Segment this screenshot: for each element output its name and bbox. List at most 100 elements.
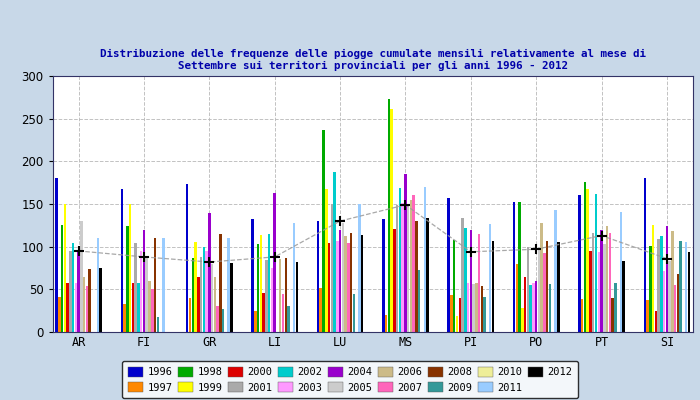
Bar — [214, 276, 216, 332]
Bar — [202, 247, 205, 332]
Bar — [608, 233, 611, 332]
Bar — [603, 244, 606, 332]
Bar — [83, 276, 85, 332]
Bar — [529, 285, 532, 332]
Bar — [538, 249, 540, 332]
Bar — [132, 283, 134, 332]
Bar — [216, 306, 219, 332]
Bar — [99, 268, 102, 332]
Bar — [614, 283, 617, 332]
Bar — [663, 272, 666, 332]
Bar — [151, 289, 153, 332]
Bar — [677, 274, 679, 332]
Bar — [620, 212, 622, 332]
Bar — [126, 226, 129, 332]
Bar — [532, 283, 535, 332]
Bar — [464, 228, 466, 332]
Bar — [453, 240, 456, 332]
Bar — [55, 178, 58, 332]
Bar — [458, 298, 461, 332]
Bar — [518, 202, 521, 332]
Bar — [251, 218, 254, 332]
Bar — [391, 109, 393, 332]
Bar — [680, 241, 682, 332]
Bar — [287, 306, 290, 332]
Bar — [205, 251, 208, 332]
Bar — [601, 230, 603, 332]
Bar — [72, 243, 74, 332]
Bar — [516, 264, 518, 332]
Bar — [284, 258, 287, 332]
Bar — [358, 204, 361, 332]
Bar — [58, 297, 60, 332]
Bar — [330, 204, 333, 332]
Bar — [316, 221, 319, 332]
Bar — [584, 182, 586, 332]
Bar — [274, 193, 276, 332]
Bar — [265, 260, 267, 332]
Bar — [549, 284, 551, 332]
Bar — [208, 212, 211, 332]
Bar — [350, 233, 352, 332]
Bar — [470, 230, 472, 332]
Bar — [154, 238, 156, 332]
Bar — [143, 230, 145, 332]
Bar — [418, 270, 421, 332]
Bar — [554, 210, 556, 332]
Bar — [162, 238, 164, 332]
Bar — [319, 288, 322, 332]
Bar — [513, 202, 515, 332]
Bar — [257, 244, 260, 332]
Bar — [325, 189, 328, 332]
Bar — [526, 247, 529, 332]
Bar — [148, 281, 150, 332]
Bar — [228, 238, 230, 332]
Bar — [342, 223, 344, 332]
Bar — [666, 226, 668, 332]
Bar — [382, 218, 384, 332]
Bar — [404, 174, 407, 332]
Bar — [450, 295, 453, 332]
Bar — [649, 246, 652, 332]
Bar — [473, 284, 475, 332]
Bar — [489, 224, 491, 332]
Bar — [85, 286, 88, 332]
Bar — [137, 283, 140, 332]
Bar — [347, 243, 349, 332]
Bar — [484, 297, 486, 332]
Bar — [611, 298, 614, 332]
Bar — [260, 235, 262, 332]
Bar — [543, 253, 546, 332]
Bar — [293, 223, 295, 332]
Bar — [388, 99, 390, 332]
Bar — [393, 229, 395, 332]
Bar — [685, 242, 687, 332]
Bar — [521, 308, 524, 332]
Bar — [328, 243, 330, 332]
Bar — [271, 268, 273, 332]
Bar — [197, 276, 199, 332]
Bar — [78, 252, 80, 332]
Bar — [157, 317, 159, 332]
Bar — [134, 243, 137, 332]
Bar — [120, 190, 123, 332]
Bar — [587, 189, 589, 332]
Bar — [61, 225, 63, 332]
Bar — [481, 286, 483, 332]
Bar — [606, 226, 608, 332]
Bar — [546, 241, 549, 332]
Bar — [88, 269, 91, 332]
Bar — [192, 258, 194, 332]
Bar — [657, 239, 660, 332]
Bar — [461, 218, 464, 332]
Bar — [671, 231, 673, 332]
Bar — [401, 203, 404, 332]
Title: Distribuzione delle frequenze delle piogge cumulate mensili relativamente al mes: Distribuzione delle frequenze delle piog… — [99, 49, 645, 71]
Bar — [353, 294, 355, 332]
Bar — [186, 184, 188, 332]
Bar — [589, 251, 592, 332]
Bar — [447, 198, 450, 332]
Bar — [668, 261, 671, 332]
Bar — [410, 200, 412, 332]
Legend: 1996, 1997, 1998, 1999, 2000, 2001, 2002, 2003, 2004, 2005, 2006, 2007, 2008, 20: 1996, 1997, 1998, 1999, 2000, 2001, 2002… — [122, 361, 577, 398]
